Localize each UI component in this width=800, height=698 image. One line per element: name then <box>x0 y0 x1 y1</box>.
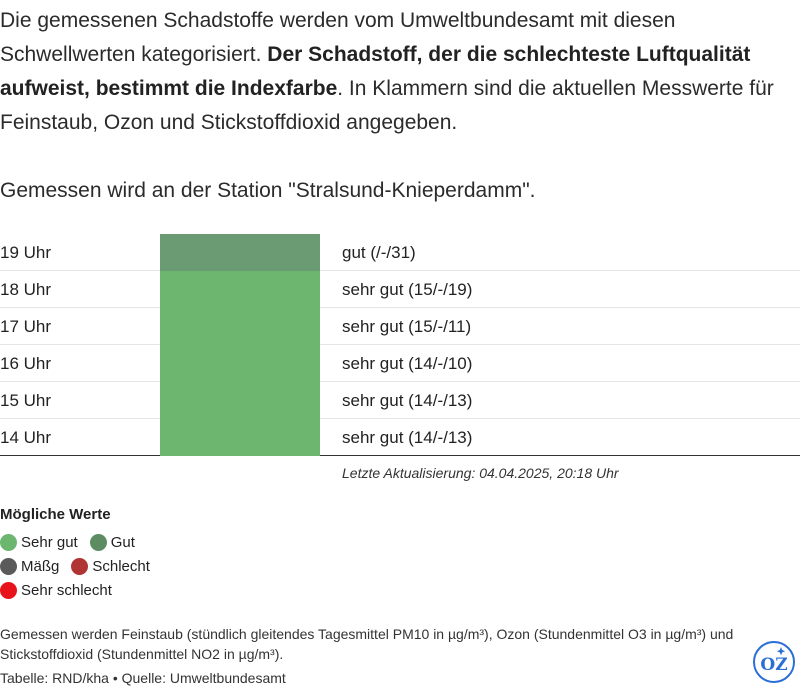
index-color-bar <box>160 382 320 419</box>
row-value: sehr gut (14/-/10) <box>342 354 473 373</box>
legend-item-sehr-gut: Sehr gut <box>0 533 78 551</box>
legend-dot <box>0 533 17 551</box>
legend-item-gut: Gut <box>89 533 135 551</box>
legend-item-schlecht: Schlecht <box>71 557 150 575</box>
index-color-bar <box>160 234 320 271</box>
row-time: 19 Uhr <box>0 243 52 262</box>
last-updated: Letzte Aktualisierung: 04.04.2025, 20:18… <box>342 465 619 481</box>
table-row: 16 Uhr sehr gut (14/-/10) <box>0 345 800 382</box>
intro-bold: Der Schadstoff, der die schlechteste Luf… <box>0 43 751 100</box>
table-row: 15 Uhr sehr gut (14/-/13) <box>0 382 800 419</box>
footnote: Gemessen werden Feinstaub (stündlich gle… <box>0 626 734 662</box>
intro-text: Die gemessenen Schadstoffe werden vom Um… <box>0 4 800 140</box>
legend-dot <box>89 533 107 551</box>
source-credit: Tabelle: RND/kha • Quelle: Umweltbundesa… <box>0 670 286 686</box>
legend-dot <box>71 557 89 575</box>
row-value: sehr gut (15/-/19) <box>342 280 473 299</box>
intro-part2: . In Klammern sind die aktuellen Messwer… <box>0 77 774 134</box>
table-row: 17 Uhr sehr gut (15/-/11) <box>0 308 800 345</box>
table-row: 18 Uhr sehr gut (15/-/19) <box>0 271 800 308</box>
legend: Sehr gut Gut Mäßg Schlecht Sehr schlecht <box>0 530 300 602</box>
legend-dot <box>0 581 17 599</box>
row-value: sehr gut (14/-/13) <box>342 428 473 447</box>
intro-part1: Die gemessenen Schadstoffe werden vom Um… <box>0 9 676 66</box>
table-row: 19 Uhr gut (/-/31) <box>0 234 800 271</box>
air-quality-table: 19 Uhr gut (/-/31) 18 Uhr sehr gut (15/-… <box>0 234 800 456</box>
oz-logo-text: OZ <box>760 655 787 675</box>
row-value: sehr gut (14/-/13) <box>342 391 473 410</box>
row-value: gut (/-/31) <box>342 243 416 262</box>
oz-logo-icon: OZ <box>752 640 796 684</box>
row-time: 15 Uhr <box>0 391 52 410</box>
index-color-bar <box>160 345 320 382</box>
row-time: 18 Uhr <box>0 280 52 299</box>
station-text: Gemessen wird an der Station "Stralsund-… <box>0 179 536 202</box>
row-time: 14 Uhr <box>0 428 52 447</box>
row-value: sehr gut (15/-/11) <box>342 317 472 336</box>
legend-dot <box>0 557 17 575</box>
index-color-bar <box>160 271 320 308</box>
table-row: 14 Uhr sehr gut (14/-/13) <box>0 419 800 456</box>
legend-item-maessig: Mäßg <box>0 557 59 575</box>
row-time: 17 Uhr <box>0 317 52 336</box>
row-time: 16 Uhr <box>0 354 52 373</box>
index-color-bar <box>160 419 320 456</box>
legend-title: Mögliche Werte <box>0 506 111 523</box>
legend-item-sehr-schlecht: Sehr schlecht <box>0 581 112 599</box>
index-color-bar <box>160 308 320 345</box>
